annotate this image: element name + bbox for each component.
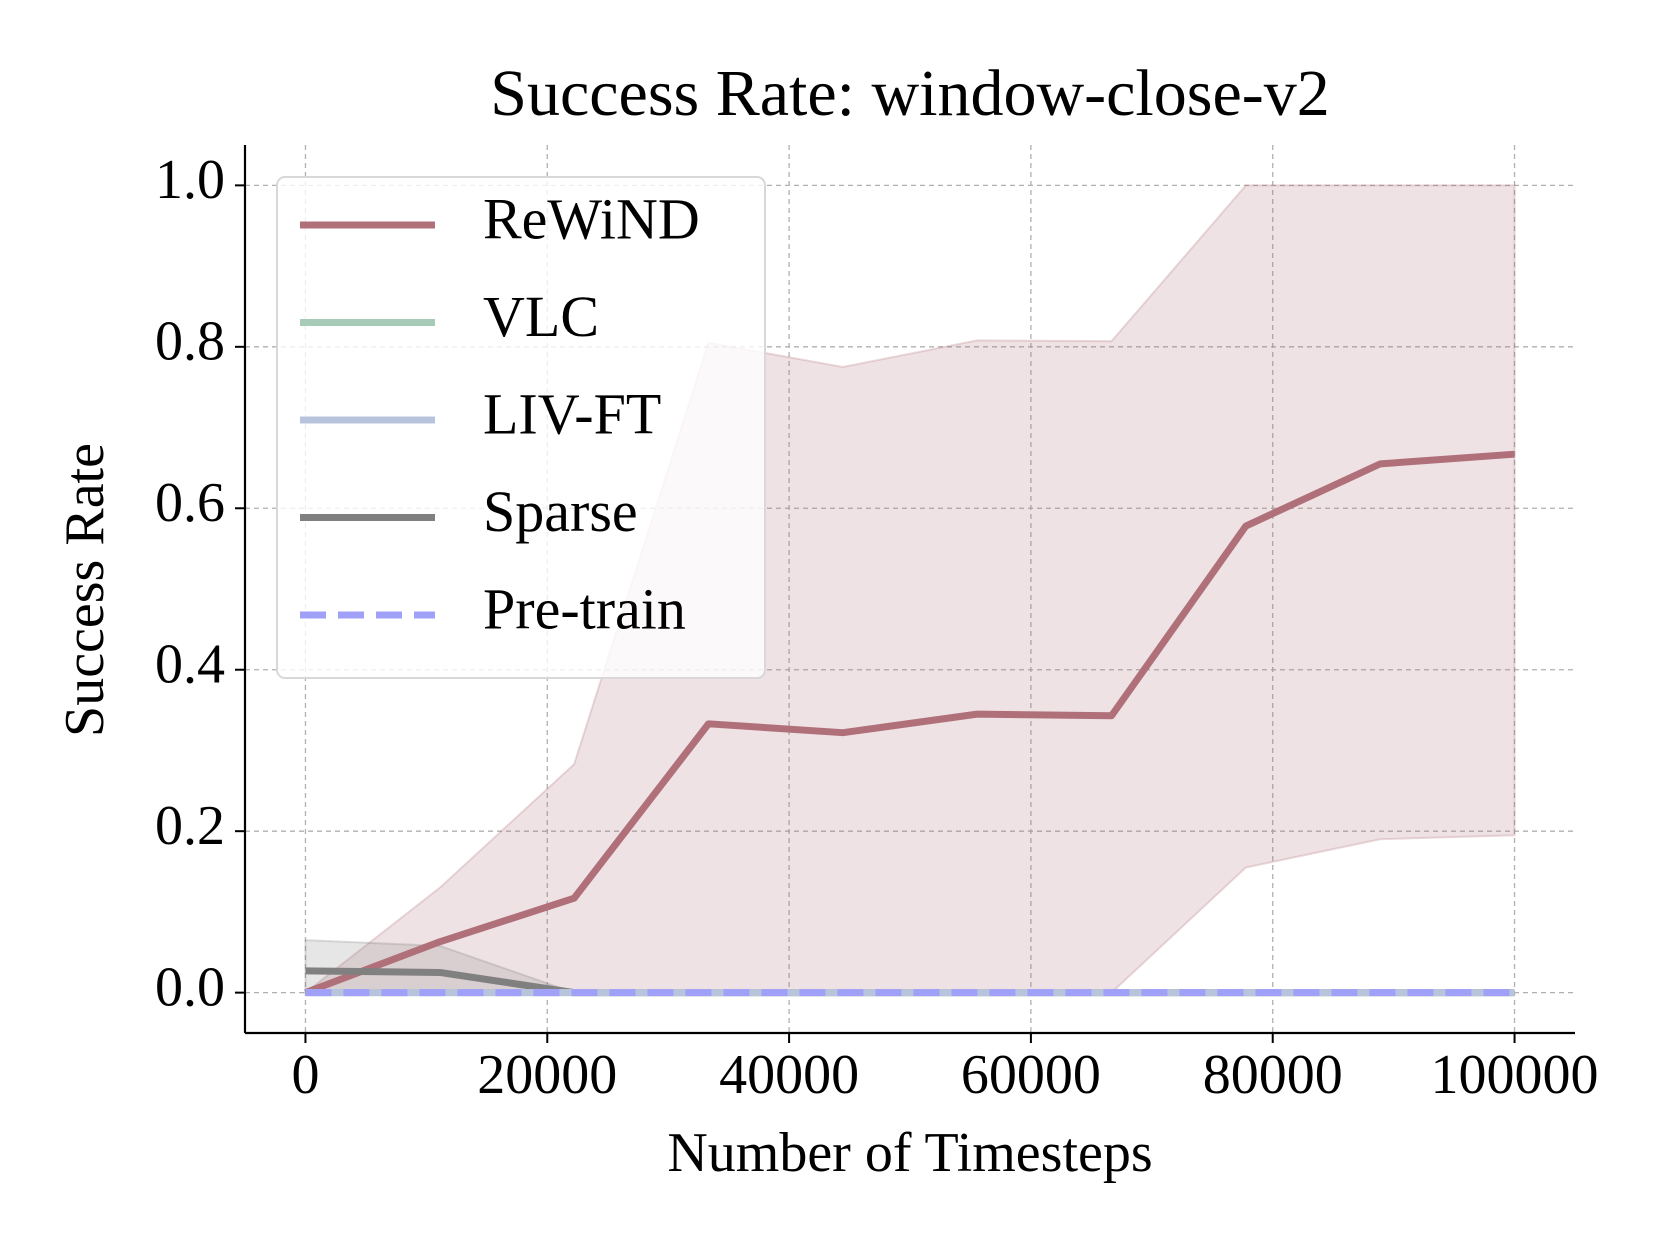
legend-label: Pre-train	[483, 576, 686, 641]
y-tick-label: 0.4	[155, 634, 225, 696]
legend-label: LIV-FT	[483, 381, 661, 446]
legend-box	[276, 176, 766, 679]
x-tick-label: 80000	[1203, 1044, 1343, 1106]
x-tick-label: 40000	[719, 1044, 859, 1106]
series-line	[304, 450, 1515, 996]
y-axis-label: Success Rate	[54, 443, 116, 737]
x-tick-label: 100000	[1431, 1044, 1599, 1106]
x-tick-label: 60000	[961, 1044, 1101, 1106]
x-tick-label: 20000	[477, 1044, 617, 1106]
x-axis-label: Number of Timesteps	[667, 1122, 1152, 1184]
y-tick-label: 0.6	[155, 472, 225, 534]
legend-label: VLC	[483, 284, 599, 349]
x-tick-label: 0	[291, 1044, 319, 1106]
legend-label: Sparse	[483, 479, 638, 544]
y-tick-label: 1.0	[155, 149, 225, 211]
y-tick-label: 0.2	[155, 795, 225, 857]
y-tick-label: 0.8	[155, 311, 225, 373]
legend-label: ReWiND	[483, 186, 700, 251]
y-tick-label: 0.0	[155, 956, 225, 1018]
chart-title: Success Rate: window-close-v2	[490, 57, 1329, 130]
